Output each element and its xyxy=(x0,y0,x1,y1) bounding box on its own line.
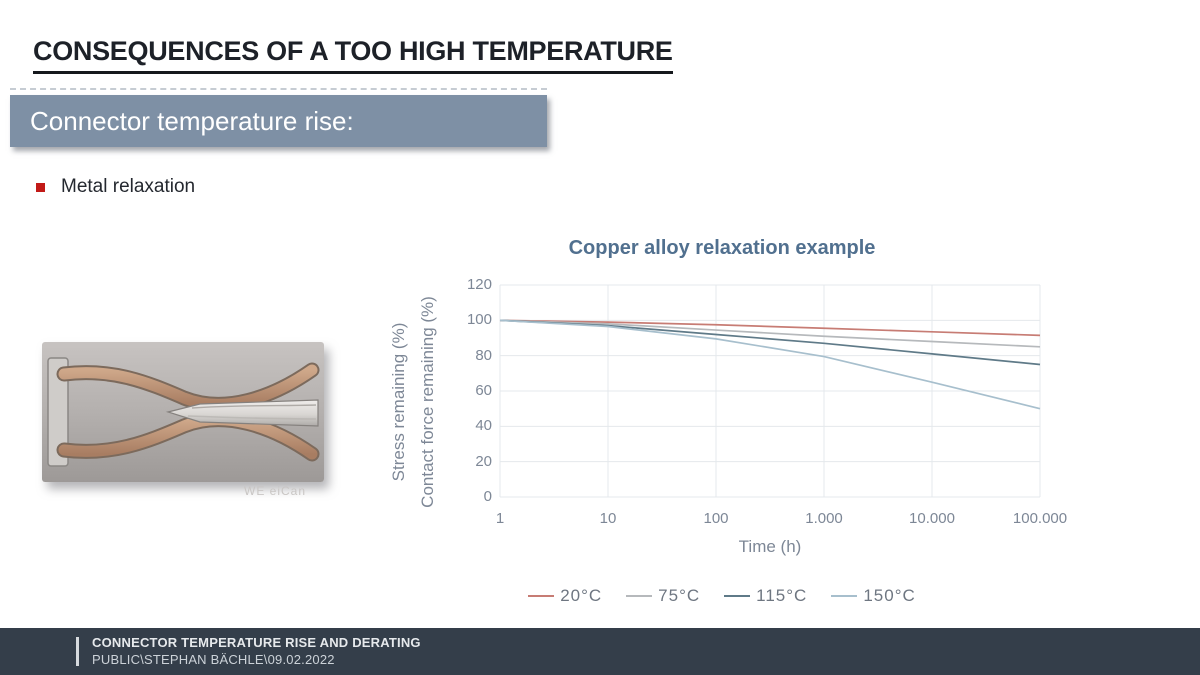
y-tick-label: 0 xyxy=(483,488,492,505)
legend-label: 75°C xyxy=(658,586,701,605)
x-tick-label: 100.000 xyxy=(1012,510,1068,527)
section-banner-label: Connector temperature rise: xyxy=(30,106,354,136)
connector-photo-illustration xyxy=(42,342,324,482)
y-tick-label: 20 xyxy=(475,452,492,470)
y-tick-label: 100 xyxy=(466,311,492,329)
y-tick-label: 120 xyxy=(466,276,492,293)
x-tick-label: 10.000 xyxy=(909,510,955,527)
series-line-150°C xyxy=(499,319,1041,410)
connector-photo xyxy=(42,342,324,482)
footer-meta: PUBLIC\STEPHAN BÄCHLE\09.02.2022 xyxy=(92,652,335,667)
legend-item-115°C: 115°C xyxy=(724,586,807,606)
bullet-square-icon xyxy=(36,183,45,192)
chart-legend: 20°C 75°C 115°C 150°C xyxy=(382,586,1062,606)
y-axis-label-contact-force: Contact force remaining (%) xyxy=(418,296,437,508)
legend-label: 150°C xyxy=(863,586,916,605)
legend-swatch-icon xyxy=(528,595,555,597)
legend-label: 20°C xyxy=(560,586,603,605)
y-axis-label-stress: Stress remaining (%) xyxy=(389,322,408,482)
series-line-75°C xyxy=(499,319,1041,348)
chart-title: Copper alloy relaxation example xyxy=(568,237,876,259)
bullet-label: Metal relaxation xyxy=(61,176,196,197)
y-tick-label: 40 xyxy=(475,417,492,435)
legend-swatch-icon xyxy=(831,595,858,597)
x-tick-label: 1 xyxy=(495,510,505,527)
legend-swatch-icon xyxy=(626,595,653,597)
section-banner: Connector temperature rise: xyxy=(10,95,547,147)
x-tick-label: 1.000 xyxy=(805,510,843,527)
footer-divider xyxy=(76,637,79,666)
photo-watermark: WE eiCan xyxy=(244,484,307,498)
footer-presentation-title: CONNECTOR TEMPERATURE RISE AND DERATING xyxy=(92,635,421,650)
footer-text: CONNECTOR TEMPERATURE RISE AND DERATING … xyxy=(92,635,421,667)
chart-plot-area xyxy=(499,284,1041,498)
bullet-item: Metal relaxation xyxy=(36,176,195,198)
x-tick-label: 100 xyxy=(703,510,729,527)
legend-item-75°C: 75°C xyxy=(626,586,700,606)
y-tick-label: 60 xyxy=(475,382,492,399)
x-axis-label: Time (h) xyxy=(738,537,802,556)
legend-item-20°C: 20°C xyxy=(528,586,602,606)
footer-bar: CONNECTOR TEMPERATURE RISE AND DERATING … xyxy=(0,628,1200,675)
page-title: CONSEQUENCES OF A TOO HIGH TEMPERATURE xyxy=(33,36,673,74)
placeholder-dashed-line xyxy=(10,88,547,90)
legend-label: 115°C xyxy=(756,586,808,605)
y-tick-label: 80 xyxy=(475,346,492,364)
x-tick-label: 10 xyxy=(599,510,617,527)
legend-swatch-icon xyxy=(724,595,751,597)
series-line-20°C xyxy=(499,319,1041,337)
legend-item-150°C: 150°C xyxy=(831,586,915,606)
